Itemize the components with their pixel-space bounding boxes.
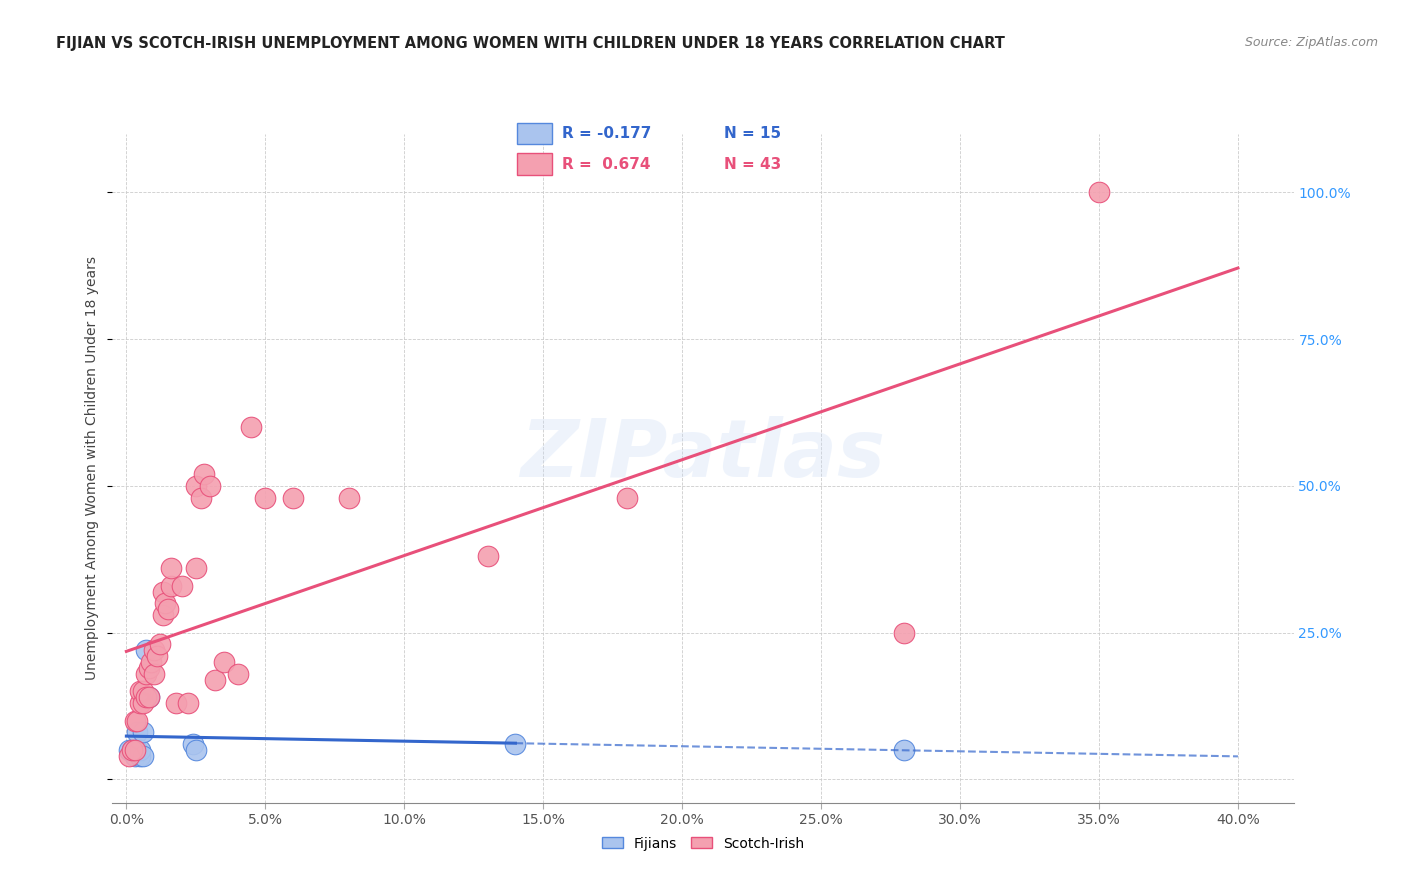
Point — [505, 737, 527, 751]
Text: R = -0.177: R = -0.177 — [562, 126, 652, 141]
Point — [157, 602, 180, 616]
Point — [281, 491, 304, 505]
Point — [616, 491, 638, 505]
Point — [184, 479, 207, 493]
Point — [127, 725, 149, 739]
Point — [193, 467, 215, 482]
Point — [138, 690, 160, 705]
Point — [1088, 186, 1111, 200]
Point — [176, 696, 198, 710]
Point — [124, 743, 146, 757]
Point — [155, 596, 177, 610]
Point — [184, 743, 207, 757]
Point — [138, 661, 160, 675]
Point — [121, 743, 143, 757]
Point — [121, 743, 143, 757]
Point — [138, 690, 160, 705]
Point — [477, 549, 499, 564]
Point — [118, 743, 141, 757]
Point — [226, 666, 249, 681]
Text: ZIPatlas: ZIPatlas — [520, 416, 886, 494]
Point — [160, 561, 183, 575]
Point — [132, 696, 155, 710]
Point — [129, 743, 152, 757]
Point — [132, 725, 155, 739]
Y-axis label: Unemployment Among Women with Children Under 18 years: Unemployment Among Women with Children U… — [84, 256, 98, 681]
Point — [127, 714, 149, 728]
Point — [165, 696, 187, 710]
Point — [198, 479, 221, 493]
Point — [240, 420, 263, 434]
Point — [127, 743, 149, 757]
Point — [181, 737, 204, 751]
Point — [132, 684, 155, 698]
Point — [118, 748, 141, 763]
Text: N = 15: N = 15 — [724, 126, 782, 141]
Point — [254, 491, 277, 505]
Point — [143, 666, 166, 681]
Point — [146, 649, 169, 664]
Point — [129, 696, 152, 710]
Point — [124, 748, 146, 763]
Point — [152, 607, 174, 622]
Legend: Fijians, Scotch-Irish: Fijians, Scotch-Irish — [596, 831, 810, 856]
Point — [893, 625, 915, 640]
Point — [170, 579, 193, 593]
Point — [204, 673, 226, 687]
Point — [135, 690, 157, 705]
Point — [337, 491, 360, 505]
Point — [190, 491, 212, 505]
Point — [129, 748, 152, 763]
Point — [893, 743, 915, 757]
Point — [124, 714, 146, 728]
Point — [135, 666, 157, 681]
Text: R =  0.674: R = 0.674 — [562, 157, 651, 171]
Text: N = 43: N = 43 — [724, 157, 782, 171]
Text: FIJIAN VS SCOTCH-IRISH UNEMPLOYMENT AMONG WOMEN WITH CHILDREN UNDER 18 YEARS COR: FIJIAN VS SCOTCH-IRISH UNEMPLOYMENT AMON… — [56, 36, 1005, 51]
Point — [141, 655, 163, 669]
Point — [149, 637, 172, 651]
Point — [132, 748, 155, 763]
Text: Source: ZipAtlas.com: Source: ZipAtlas.com — [1244, 36, 1378, 49]
Point — [212, 655, 235, 669]
Bar — [517, 122, 551, 144]
Point — [143, 643, 166, 657]
Point — [129, 684, 152, 698]
Bar — [517, 153, 551, 175]
Point — [160, 579, 183, 593]
Point — [135, 643, 157, 657]
Point — [184, 561, 207, 575]
Point — [152, 584, 174, 599]
